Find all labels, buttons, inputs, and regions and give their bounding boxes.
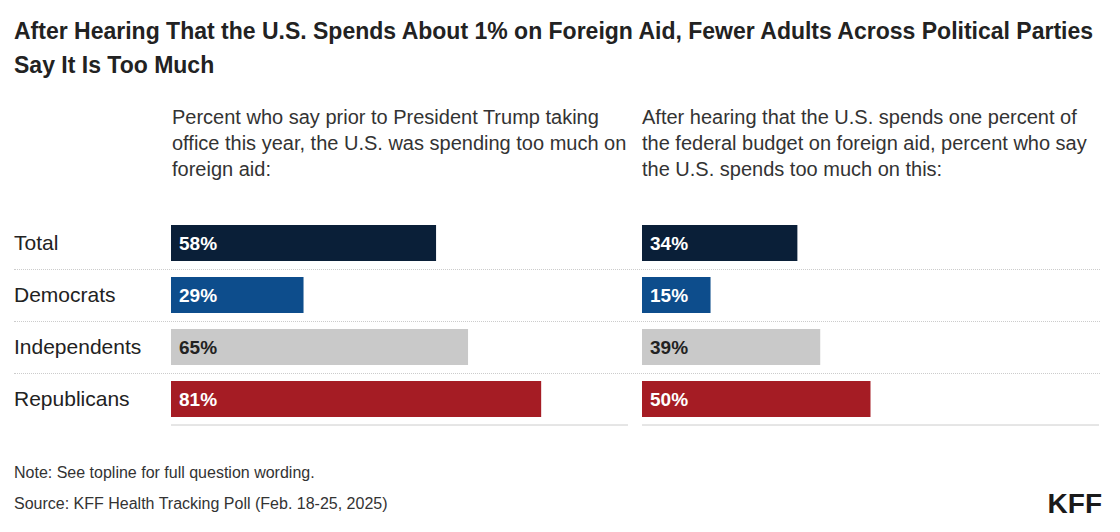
svg-text:58%: 58%	[179, 233, 217, 254]
svg-text:39%: 39%	[650, 337, 688, 358]
html-text:After Hearing That the U.S. Sp: After Hearing That the U.S. Spends About…	[14, 18, 1093, 78]
svg-text:65%: 65%	[179, 337, 217, 358]
html-text:After hearing that the U.S. sp: After hearing that the U.S. spends one p…	[642, 106, 1087, 180]
html-text:Source: KFF Health Tracking Po: Source: KFF Health Tracking Poll (Feb. 1…	[14, 495, 388, 512]
html-text:KFF: KFF	[1047, 488, 1102, 519]
svg-text:81%: 81%	[179, 389, 217, 410]
svg-text:15%: 15%	[650, 285, 688, 306]
svg-text:34%: 34%	[650, 233, 688, 254]
svg-text:Democrats: Democrats	[14, 283, 116, 306]
svg-text:29%: 29%	[179, 285, 217, 306]
html-text:Percent who say prior to Presi: Percent who say prior to President Trump…	[172, 106, 627, 180]
svg-text:Republicans: Republicans	[14, 387, 130, 410]
svg-text:Total: Total	[14, 231, 58, 254]
svg-text:Independents: Independents	[14, 335, 141, 358]
html-text:Note: See topline for full que: Note: See topline for full question word…	[14, 464, 315, 481]
svg-text:50%: 50%	[650, 389, 688, 410]
